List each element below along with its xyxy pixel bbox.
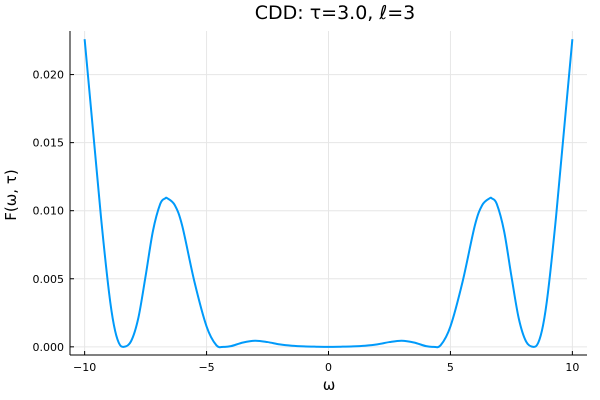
y-tick-label: 0.005 [33, 273, 65, 286]
x-tick-label: 5 [447, 361, 454, 374]
x-tick-label: −5 [198, 361, 214, 374]
chart-title: CDD: τ=3.0, ℓ=3 [255, 2, 415, 24]
y-axis-label: F(ω, τ) [2, 169, 20, 220]
x-axis-label: ω [323, 376, 336, 394]
ticks: −10 −5 0 5 10 0.000 0.005 0.010 0.015 0.020 [33, 69, 580, 374]
x-tick-label: −10 [73, 361, 96, 374]
x-tick-label: 10 [565, 361, 579, 374]
y-tick-label: 0.020 [33, 69, 65, 82]
series-line [83, 39, 574, 349]
series-layer [83, 39, 574, 349]
y-tick-label: 0.015 [33, 137, 65, 150]
y-tick-label: 0.010 [33, 205, 65, 218]
x-tick-label: 0 [325, 361, 332, 374]
y-tick-label: 0.000 [33, 341, 65, 354]
